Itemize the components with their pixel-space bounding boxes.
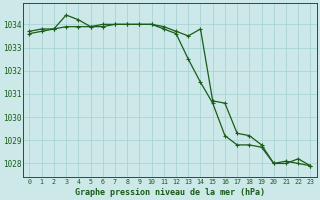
X-axis label: Graphe pression niveau de la mer (hPa): Graphe pression niveau de la mer (hPa) [75,188,265,197]
